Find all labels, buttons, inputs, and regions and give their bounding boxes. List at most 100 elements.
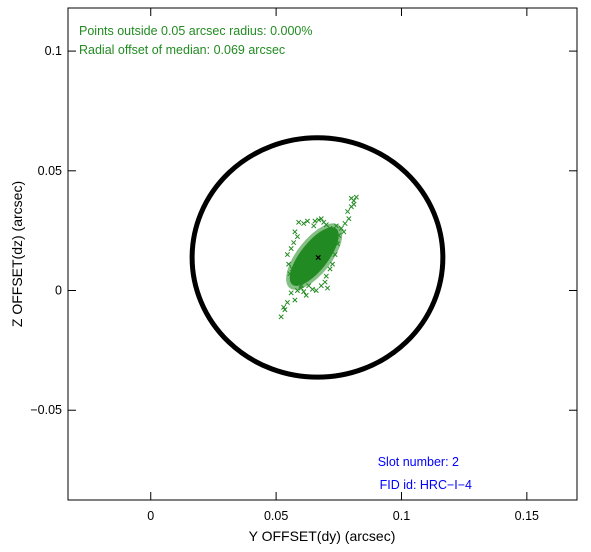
data-point-stroke-b xyxy=(296,219,302,225)
circle-layer xyxy=(189,135,446,380)
data-point-stroke-b xyxy=(345,208,351,215)
data-point-stroke-b xyxy=(286,261,292,267)
data-point-stroke-b xyxy=(323,222,329,228)
y-tick-label: −0.05 xyxy=(30,403,62,417)
data-point-stroke-b xyxy=(301,289,307,295)
data-point xyxy=(298,283,304,289)
annotation-fid-id: FID id: HRC−I−4 xyxy=(380,478,472,492)
data-point-stroke-b xyxy=(288,246,294,252)
data-point-stroke-b xyxy=(332,229,338,235)
data-point-stroke-b xyxy=(278,314,284,320)
data-point-stroke-b xyxy=(332,252,338,258)
data-point-stroke-b xyxy=(292,297,298,303)
data-point-stroke-b xyxy=(316,217,322,223)
data-point-stroke-b xyxy=(338,225,344,231)
data-point xyxy=(288,290,294,296)
data-point-stroke-b xyxy=(288,290,294,296)
data-point xyxy=(316,217,322,223)
y-tick-label: 0.05 xyxy=(38,164,62,178)
data-point xyxy=(332,252,338,258)
data-point xyxy=(288,246,294,252)
data-point xyxy=(342,220,348,227)
data-point xyxy=(341,229,347,235)
data-point-stroke-b xyxy=(309,286,316,292)
data-point-stroke-b xyxy=(294,287,300,294)
points-layer xyxy=(278,194,359,320)
tolerance-circle xyxy=(189,135,446,380)
data-point xyxy=(345,208,351,215)
data-point xyxy=(327,266,333,272)
data-point-stroke-b xyxy=(313,287,319,294)
data-point xyxy=(348,195,354,201)
data-point-stroke-b xyxy=(281,304,287,310)
data-point xyxy=(293,275,299,282)
data-point-stroke-b xyxy=(327,225,333,231)
data-point xyxy=(301,220,307,227)
plot-frame xyxy=(67,7,578,501)
data-point xyxy=(302,275,308,282)
data-point-stroke-b xyxy=(328,242,334,248)
data-point xyxy=(353,194,359,200)
data-point xyxy=(333,237,339,243)
data-point xyxy=(278,314,284,320)
data-point xyxy=(286,261,292,267)
data-point xyxy=(323,222,329,228)
data-point-stroke-b xyxy=(324,285,331,291)
data-point-stroke-b xyxy=(287,271,293,277)
data-point-stroke-b xyxy=(341,229,347,235)
data-point xyxy=(318,216,324,222)
data-point xyxy=(301,289,307,295)
data-point xyxy=(282,307,288,313)
data-point xyxy=(291,240,297,246)
data-point-stroke-b xyxy=(342,220,348,227)
data-point-stroke-b xyxy=(289,266,295,272)
cluster-layer xyxy=(286,223,343,290)
data-point-stroke-b xyxy=(321,219,327,225)
data-point-stroke-b xyxy=(293,275,299,282)
data-point-stroke-b xyxy=(333,223,339,229)
data-point xyxy=(329,226,336,233)
data-point-stroke-b xyxy=(282,307,288,313)
data-point xyxy=(323,273,329,279)
data-point-stroke-b xyxy=(292,229,298,235)
ticks-layer: 0 0.05 0.1 0.15 −0.05 0 0.05 0.1 xyxy=(30,8,577,523)
data-point-stroke-b xyxy=(329,261,336,267)
data-point xyxy=(334,241,341,247)
data-point-stroke-b xyxy=(331,232,337,238)
data-point-stroke-b xyxy=(351,201,357,207)
annotation-median-offset: Radial offset of median: 0.069 arcsec xyxy=(79,43,285,57)
data-point xyxy=(309,286,316,292)
data-point xyxy=(306,283,312,289)
data-point-stroke-b xyxy=(322,279,328,285)
data-point xyxy=(324,285,331,291)
data-point xyxy=(328,242,334,248)
data-point xyxy=(294,287,300,294)
data-point xyxy=(311,223,317,229)
data-point xyxy=(296,219,302,225)
data-point xyxy=(281,304,287,310)
data-point-stroke-b xyxy=(284,299,290,306)
x-axis-label: Y OFFSET(dy) (arcsec) xyxy=(249,528,396,544)
annotation-slot-number: Slot number: 2 xyxy=(378,455,459,469)
data-point xyxy=(336,232,342,238)
data-point-stroke-b xyxy=(301,220,307,227)
data-point-stroke-b xyxy=(334,241,341,247)
data-point xyxy=(351,201,357,207)
data-point-stroke-b xyxy=(327,266,333,272)
data-point xyxy=(304,218,311,224)
data-point-stroke-b xyxy=(333,237,339,243)
data-point xyxy=(303,292,309,298)
data-point xyxy=(292,229,298,235)
data-point-stroke-b xyxy=(296,280,302,286)
data-point-stroke-b xyxy=(294,234,300,240)
data-point xyxy=(292,297,298,303)
data-point xyxy=(329,261,336,267)
data-point-stroke-b xyxy=(312,218,318,224)
data-point-stroke-b xyxy=(348,195,354,201)
data-point xyxy=(331,232,337,238)
data-point-stroke-b xyxy=(311,223,317,229)
data-point xyxy=(318,283,324,289)
x-tick-label: 0 xyxy=(147,509,154,523)
data-point xyxy=(289,266,295,272)
